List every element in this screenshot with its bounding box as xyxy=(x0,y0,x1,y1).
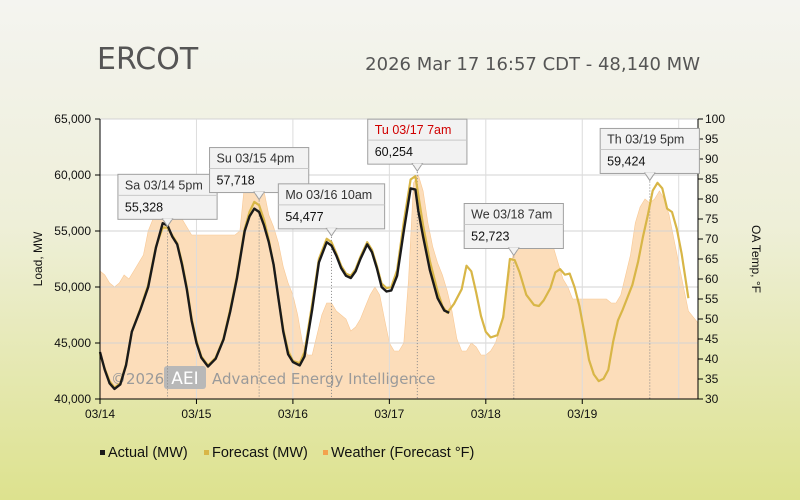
legend-label-weather: Weather (Forecast °F) xyxy=(331,445,474,461)
annotation-value: 54,477 xyxy=(285,210,323,224)
x-tick-label: 03/18 xyxy=(471,407,501,421)
y-right-tick-label: 80 xyxy=(705,192,719,206)
annotation-label: Sa 03/14 5pm xyxy=(125,178,203,192)
y-left-tick-label: 50,000 xyxy=(54,280,91,294)
legend-swatch-forecast xyxy=(204,450,209,455)
annotation-value: 55,328 xyxy=(125,200,163,214)
y-right-tick-label: 60 xyxy=(705,272,719,286)
status-readout: 2026 Mar 17 16:57 CDT - 48,140 MW xyxy=(365,54,700,75)
annotation-box xyxy=(463,203,564,250)
weather-series xyxy=(99,165,699,400)
y-right-tick-label: 65 xyxy=(705,252,719,266)
y-right-tick-label: 85 xyxy=(705,172,719,186)
annotation-box xyxy=(599,127,700,174)
peak-annotations: Sa 03/14 5pm 55,328 Su 03/15 4pm 57,718 Mo 0… xyxy=(117,118,700,257)
legend-label-forecast: Forecast (MW) xyxy=(212,445,308,461)
x-tick-label: 03/16 xyxy=(278,407,308,421)
watermark-company: Advanced Energy Intelligence xyxy=(212,370,435,388)
annotation-label: Su 03/15 4pm xyxy=(217,152,295,166)
aei-logo-badge xyxy=(164,366,206,389)
actual-line xyxy=(98,187,450,391)
annotation-label: Tu 03/17 7am xyxy=(375,123,452,137)
y-right-tick-label: 40 xyxy=(705,352,719,366)
annotation-box xyxy=(117,173,218,220)
watermark: ©2026 AEI Advanced Energy Intelligence xyxy=(111,366,435,389)
y-left-tick-label: 60,000 xyxy=(54,168,91,182)
peak-annotation: Su 03/15 4pm 57,718 xyxy=(209,147,310,201)
chart-title: ERCOT xyxy=(97,42,199,77)
peak-annotation: Tu 03/17 7am 60,254 xyxy=(367,118,468,173)
peak-annotation: We 03/18 7am 52,723 xyxy=(463,203,564,257)
peak-annotation: Th 03/19 5pm 59,424 xyxy=(599,127,700,182)
legend-swatch-weather xyxy=(323,450,328,455)
line-series xyxy=(98,172,690,399)
x-tick-label: 03/15 xyxy=(181,407,211,421)
axes: 40,000 45,000 50,000 55,000 60,000 65,000 30 35… xyxy=(31,112,763,421)
y-right-tick-label: 90 xyxy=(705,152,719,166)
legend-label-actual: Actual (MW) xyxy=(108,445,188,461)
annotation-value: 60,254 xyxy=(375,145,413,159)
y-left-tick-label: 65,000 xyxy=(54,112,91,126)
annotation-value: 52,723 xyxy=(471,230,509,244)
x-tick-label: 03/19 xyxy=(567,407,597,421)
legend-swatch-actual xyxy=(100,450,105,455)
annotation-label: Th 03/19 5pm xyxy=(607,132,684,146)
y-right-axis-title: OA Temp, °F xyxy=(749,225,763,293)
aei-logo: AEI xyxy=(171,369,198,389)
annotation-label: We 03/18 7am xyxy=(471,208,552,222)
peak-annotation: Sa 03/14 5pm 55,328 xyxy=(117,173,218,228)
y-right-tick-label: 75 xyxy=(705,212,719,226)
annotation-value: 59,424 xyxy=(607,154,645,168)
y-left-tick-label: 55,000 xyxy=(54,224,91,238)
y-right-tick-label: 35 xyxy=(705,372,719,386)
y-right-tick-label: 95 xyxy=(705,132,719,146)
y-right-tick-label: 30 xyxy=(705,392,719,406)
y-right-tick-label: 70 xyxy=(705,232,719,246)
weather-area xyxy=(99,165,699,400)
x-tick-label: 03/17 xyxy=(374,407,404,421)
y-right-tick-label: 100 xyxy=(705,112,725,126)
y-left-tick-label: 40,000 xyxy=(54,392,91,406)
annotation-label: Mo 03/16 10am xyxy=(285,188,372,202)
y-left-axis-title: Load, MW xyxy=(31,231,45,286)
y-right-tick-label: 55 xyxy=(705,292,719,306)
peak-annotation: Mo 03/16 10am 54,477 xyxy=(277,183,386,237)
annotation-box xyxy=(367,118,468,165)
annotation-value: 57,718 xyxy=(217,174,255,188)
y-right-tick-label: 50 xyxy=(705,312,719,326)
y-right-tick-label: 45 xyxy=(705,332,719,346)
x-tick-label: 03/14 xyxy=(85,407,115,421)
y-left-tick-label: 45,000 xyxy=(54,336,91,350)
annotation-box xyxy=(277,183,386,230)
legend: Actual (MW) Forecast (MW) Weather (Forecas… xyxy=(100,445,474,461)
